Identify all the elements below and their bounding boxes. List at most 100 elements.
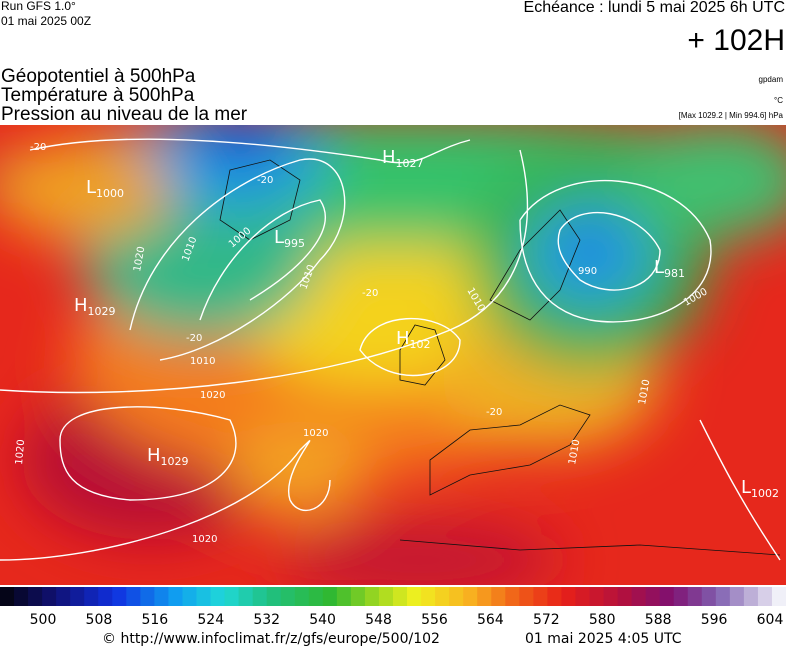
colorbar-swatch <box>210 587 226 606</box>
field-name: Température à 500hPa <box>1 85 195 106</box>
lead-time: + 102H <box>687 24 785 57</box>
colorbar-swatch <box>308 587 324 606</box>
colorbar-label: 588 <box>645 612 672 628</box>
colorbar-label: 500 <box>30 612 57 628</box>
footer: © http://www.infoclimat.fr/z/gfs/europe/… <box>102 631 682 647</box>
temperature-label: -20 <box>362 288 378 299</box>
colorbar-label: 508 <box>86 612 113 628</box>
field-name: Pression au niveau de la mer <box>1 104 248 125</box>
colorbar-swatch <box>463 587 478 606</box>
header: Run GFS 1.0° 01 mai 2025 00Z Echéance : … <box>1 0 785 125</box>
colorbar-swatch <box>617 587 633 606</box>
colorbar-label: 540 <box>309 612 336 628</box>
colorbar-swatch <box>743 587 759 606</box>
colorbar-swatch <box>350 587 366 606</box>
colorbar-swatch <box>547 587 562 606</box>
run-date: 01 mai 2025 00Z <box>1 14 91 28</box>
colorbar-swatch <box>687 587 703 606</box>
colorbar-swatch <box>224 587 240 606</box>
colorbar-label: 532 <box>253 612 280 628</box>
colorbar-label: 596 <box>701 612 728 628</box>
colorbar-swatch <box>631 587 647 606</box>
isobar-label: 1010 <box>190 356 215 367</box>
pressure-center: L981 <box>654 257 685 280</box>
colorbar-label: 564 <box>477 612 504 628</box>
isobar-label: 1020 <box>132 246 147 273</box>
temperature-label: -20 <box>30 142 46 153</box>
colorbar-swatch <box>505 587 520 606</box>
colorbar-label: 572 <box>533 612 560 628</box>
temperature-label: -20 <box>186 333 202 344</box>
colorbar-swatch <box>645 587 661 606</box>
temperature-label: -20 <box>257 175 273 186</box>
center-symbol: L <box>741 477 751 498</box>
colorbar-swatch <box>126 587 141 606</box>
colorbar-swatch <box>729 587 745 606</box>
isobar-label: 1020 <box>192 534 217 545</box>
center-pressure: 1000 <box>96 187 124 200</box>
colorbar-swatch <box>56 587 71 606</box>
pressure-center: L1000 <box>86 177 124 200</box>
colorbar-swatch <box>673 587 689 606</box>
center-pressure: 102 <box>410 338 431 351</box>
coastlines <box>219 159 781 556</box>
colorbar-swatch <box>757 587 773 606</box>
isobar-label: 1020 <box>303 428 328 439</box>
colorbar-swatch <box>280 587 296 606</box>
colorbar-swatch <box>70 587 85 606</box>
colorbar-swatch <box>771 587 786 606</box>
center-pressure: 995 <box>284 237 305 250</box>
colorbar-swatch <box>491 587 506 606</box>
isobar-label: 1010 <box>567 439 582 466</box>
center-pressure: 1002 <box>751 487 779 500</box>
pressure-center: H1029 <box>147 445 189 468</box>
pressure-center: H1029 <box>74 295 116 318</box>
colorbar-swatch <box>393 587 408 606</box>
center-symbol: L <box>654 257 664 278</box>
colorbar-swatch <box>477 587 492 606</box>
colorbar-swatch <box>589 587 605 606</box>
colorbar-swatch <box>659 587 675 606</box>
center-symbol: H <box>74 295 88 316</box>
colorbar-label: 516 <box>141 612 168 628</box>
colorbar-swatch <box>112 587 127 606</box>
pressure-center: L1002 <box>741 477 779 500</box>
valid-time: Echéance : lundi 5 mai 2025 6h UTC <box>524 0 785 16</box>
unit: gpdam <box>759 75 784 84</box>
colorbar: 500 508 516 524 532 540 548 556 564 572 580 588 596 6… <box>0 587 786 628</box>
colorbar-swatch <box>84 587 99 606</box>
colorbar-swatch <box>336 587 352 606</box>
center-pressure: 1029 <box>88 305 116 318</box>
unit: [Max 1029.2 | Min 994.6] hPa <box>679 111 784 120</box>
colorbar-swatch <box>28 587 43 606</box>
center-symbol: H <box>396 328 410 349</box>
colorbar-swatch <box>42 587 57 606</box>
colorbar-swatch <box>715 587 731 606</box>
center-symbol: H <box>147 445 161 466</box>
center-pressure: 1029 <box>161 455 189 468</box>
isobars <box>0 138 781 561</box>
isobar-label: 990 <box>578 266 597 277</box>
map: 1020 1010 1000 1010 1010 1020 1020 1020 … <box>0 125 786 585</box>
center-symbol: H <box>382 147 396 168</box>
colorbar-swatch <box>14 587 29 606</box>
source-url: © http://www.infoclimat.fr/z/gfs/europe/… <box>102 631 440 647</box>
run-label: Run GFS 1.0° <box>1 0 76 13</box>
colorbar-swatch <box>575 587 590 606</box>
colorbar-swatch <box>378 587 394 606</box>
colorbar-swatch <box>603 587 619 606</box>
unit: °C <box>774 96 783 105</box>
colorbar-swatch <box>252 587 268 606</box>
center-pressure: 981 <box>664 267 685 280</box>
colorbar-swatch <box>266 587 282 606</box>
colorbar-swatch <box>421 587 436 606</box>
colorbar-swatch <box>322 587 338 606</box>
center-symbol: L <box>86 177 96 198</box>
colorbar-label: 556 <box>421 612 448 628</box>
colorbar-label: 580 <box>589 612 616 628</box>
pressure-center: H102 <box>396 328 431 351</box>
colorbar-label: 604 <box>757 612 784 628</box>
field-name: Géopotentiel à 500hPa <box>1 66 196 87</box>
isobar-label: 1020 <box>14 439 27 465</box>
